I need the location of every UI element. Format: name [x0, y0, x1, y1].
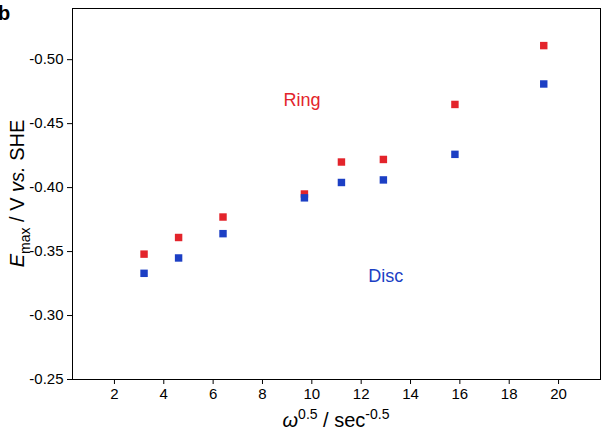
svg-text:14: 14: [402, 385, 419, 402]
svg-text:8: 8: [258, 385, 266, 402]
svg-text:Ring: Ring: [283, 90, 320, 110]
svg-text:2: 2: [110, 385, 118, 402]
svg-text:20: 20: [550, 385, 567, 402]
svg-text:Emax / V vs. SHE: Emax / V vs. SHE: [6, 120, 33, 268]
svg-text:-0.25: -0.25: [29, 370, 63, 387]
svg-text:-0.40: -0.40: [29, 178, 63, 195]
svg-text:12: 12: [353, 385, 370, 402]
svg-text:16: 16: [452, 385, 469, 402]
svg-text:6: 6: [209, 385, 217, 402]
svg-text:4: 4: [160, 385, 168, 402]
svg-text:-0.30: -0.30: [29, 306, 63, 323]
svg-text:b: b: [0, 2, 10, 24]
svg-text:-0.45: -0.45: [29, 114, 63, 131]
svg-text:-0.50: -0.50: [29, 50, 63, 67]
svg-text:Disc: Disc: [368, 266, 403, 286]
svg-text:ω0.5 / sec-0.5: ω0.5 / sec-0.5: [283, 406, 390, 431]
svg-text:18: 18: [501, 385, 518, 402]
svg-text:10: 10: [303, 385, 320, 402]
svg-text:-0.35: -0.35: [29, 242, 63, 259]
